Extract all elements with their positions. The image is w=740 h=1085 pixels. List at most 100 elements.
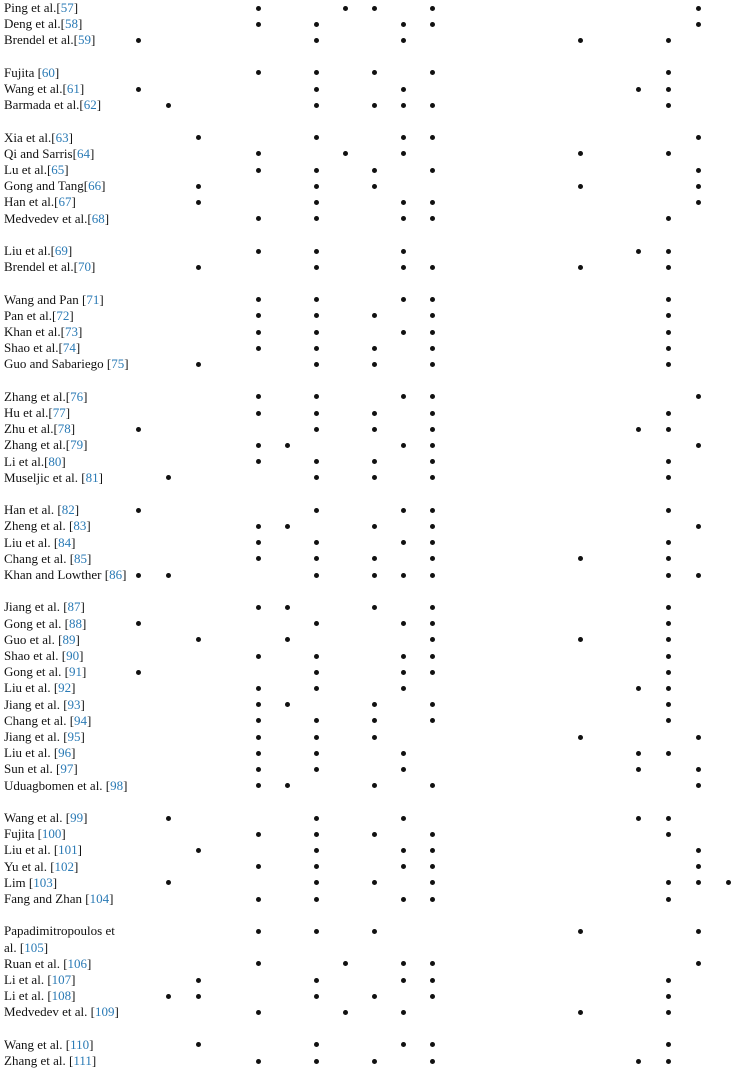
check-dot [695, 21, 701, 27]
reference-link[interactable]: 101 [58, 842, 78, 858]
check-dot [429, 604, 435, 610]
author-text: Wang et al.[ [4, 81, 67, 96]
author-text: Liu et al. [ [4, 534, 59, 550]
reference-link[interactable]: 89 [62, 631, 76, 647]
reference-link[interactable]: 97 [60, 761, 74, 777]
reference-link[interactable]: 69 [54, 243, 68, 258]
reference-link[interactable]: 107 [51, 972, 72, 987]
row-label: Brendel et al.[70] [4, 259, 129, 275]
reference-link[interactable]: 75 [111, 356, 125, 372]
check-dot [665, 896, 671, 902]
author-text: Gong et al. [ [4, 664, 69, 680]
reference-link[interactable]: 71 [86, 291, 100, 307]
check-dot [665, 1058, 671, 1064]
check-dot [255, 329, 261, 335]
reference-link[interactable]: 62 [83, 97, 97, 113]
reference-link[interactable]: 76 [70, 388, 84, 404]
check-dot [695, 442, 701, 448]
reference-link[interactable]: 65 [51, 162, 65, 177]
check-dot [255, 734, 261, 740]
reference-link[interactable]: 60 [41, 64, 55, 80]
reference-link[interactable]: 64 [76, 145, 90, 161]
reference-link[interactable]: 85 [74, 550, 88, 566]
reference-link[interactable]: 70 [78, 259, 91, 275]
bracket-close: ] [83, 437, 88, 453]
reference-link[interactable]: 88 [68, 615, 82, 631]
reference-link[interactable]: 91 [68, 664, 82, 680]
check-dot [665, 750, 671, 756]
author-text: Liu et al. [ [4, 680, 59, 696]
reference-link[interactable]: 63 [55, 129, 69, 145]
reference-link[interactable]: 103 [33, 874, 53, 890]
reference-link[interactable]: 83 [73, 518, 87, 534]
row-label: Shao et al.[74] [4, 340, 129, 356]
reference-link[interactable]: 82 [61, 502, 75, 518]
bracket-close: ] [79, 81, 85, 96]
bracket-close: ] [122, 567, 127, 582]
reference-link[interactable]: 66 [88, 178, 102, 194]
reference-link[interactable]: 90 [66, 648, 80, 663]
reference-link[interactable]: 68 [91, 210, 105, 226]
reference-link[interactable]: 110 [70, 1036, 90, 1052]
reference-link[interactable]: 94 [74, 712, 88, 728]
table-row: Ping et al.[57] [0, 0, 740, 16]
check-dot [429, 426, 435, 432]
check-dot [371, 426, 377, 432]
check-dot [313, 750, 319, 756]
reference-link[interactable]: 67 [58, 194, 72, 210]
check-dot [255, 442, 261, 448]
reference-link[interactable]: 106 [67, 955, 88, 971]
check-dot [371, 928, 377, 934]
reference-link[interactable]: 61 [66, 81, 80, 96]
check-dot [429, 864, 435, 870]
reference-link[interactable]: 92 [58, 680, 72, 696]
reference-link[interactable]: 81 [85, 469, 99, 485]
reference-link[interactable]: 100 [41, 826, 62, 842]
check-dot [371, 523, 377, 529]
bracket-close: ] [74, 858, 79, 874]
reference-link[interactable]: 99 [70, 810, 84, 825]
check-dot [313, 669, 319, 675]
reference-link[interactable]: 84 [58, 534, 72, 550]
reference-link[interactable]: 105 [24, 939, 44, 955]
bracket-close: ] [61, 453, 66, 469]
check-dot [429, 637, 435, 643]
reference-link[interactable]: 111 [73, 1053, 92, 1068]
bracket-close: ] [61, 826, 66, 842]
reference-link[interactable]: 108 [51, 988, 72, 1004]
bracket-close: ] [80, 599, 85, 615]
check-dot [665, 216, 671, 222]
reference-link[interactable]: 74 [62, 340, 76, 356]
reference-link[interactable]: 86 [109, 567, 123, 582]
check-dot [255, 70, 261, 76]
row-label: Wang and Pan [71] [4, 292, 129, 308]
author-text: Zhang et al.[ [4, 437, 71, 453]
check-dot [429, 702, 435, 708]
reference-link[interactable]: 93 [67, 696, 81, 712]
row-label: Liu et al. [96] [4, 745, 129, 761]
reference-link[interactable]: 59 [78, 32, 91, 48]
reference-link[interactable]: 98 [110, 777, 124, 793]
reference-link[interactable]: 73 [65, 324, 79, 339]
reference-link[interactable]: 102 [54, 858, 75, 874]
reference-link[interactable]: 77 [52, 405, 66, 420]
reference-link[interactable]: 78 [57, 421, 71, 437]
reference-link[interactable]: 80 [48, 453, 62, 469]
reference-link[interactable]: 58 [65, 16, 79, 32]
check-dot [665, 977, 671, 983]
reference-link[interactable]: 109 [94, 1004, 115, 1020]
reference-link[interactable]: 95 [67, 729, 81, 744]
check-dot [695, 734, 701, 740]
check-dot [371, 572, 377, 578]
bracket-close: ] [71, 972, 76, 987]
reference-link[interactable]: 79 [70, 437, 84, 453]
reference-link[interactable]: 96 [58, 745, 72, 761]
reference-link[interactable]: 87 [67, 599, 81, 615]
check-dot [695, 5, 701, 11]
bracket-close: ] [86, 518, 91, 534]
reference-link[interactable]: 57 [60, 0, 74, 15]
check-dot [313, 264, 319, 270]
reference-link[interactable]: 104 [89, 891, 110, 906]
reference-link[interactable]: 72 [56, 307, 70, 323]
bracket-close: ] [78, 16, 83, 32]
